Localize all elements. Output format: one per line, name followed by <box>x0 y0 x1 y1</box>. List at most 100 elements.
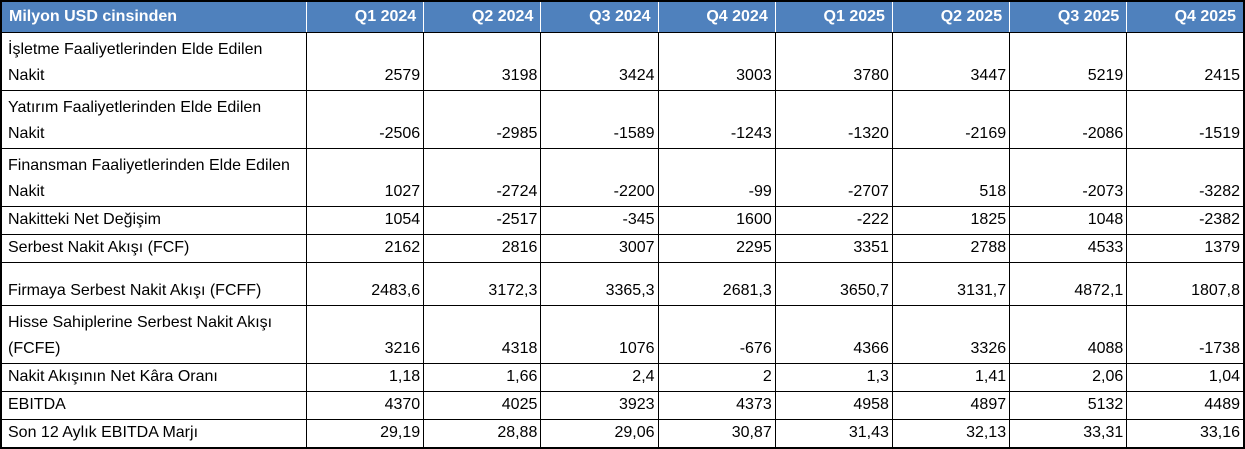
value-cell[interactable]: 1825 <box>891 206 1011 235</box>
value-cell[interactable]: -676 <box>657 305 776 364</box>
value-cell[interactable]: -2382 <box>1126 206 1245 235</box>
value-cell[interactable]: -2200 <box>540 148 659 207</box>
value-cell[interactable]: 2295 <box>657 234 776 263</box>
value-cell[interactable]: 1,41 <box>891 363 1011 392</box>
value-cell[interactable]: 2816 <box>423 234 542 263</box>
value-cell[interactable]: 4370 <box>305 391 425 420</box>
value-cell[interactable]: 32,13 <box>891 419 1011 449</box>
value-cell[interactable]: 1807,8 <box>1126 262 1245 306</box>
value-cell[interactable]: 5132 <box>1009 391 1128 420</box>
value-cell[interactable]: 29,06 <box>540 419 659 449</box>
header-cell-units[interactable]: Milyon USD cinsinden <box>1 1 307 33</box>
value-cell[interactable]: -2073 <box>1009 148 1128 207</box>
value-cell[interactable]: -1738 <box>1126 305 1245 364</box>
value-cell[interactable]: 2788 <box>891 234 1011 263</box>
value-cell[interactable]: -2086 <box>1009 90 1128 149</box>
value-cell[interactable]: 1027 <box>305 148 425 207</box>
row-label-cell[interactable]: İşletme Faaliyetlerinden Elde Edilen Nak… <box>0 32 307 91</box>
value-cell[interactable]: 1379 <box>1126 234 1245 263</box>
value-cell[interactable]: 3650,7 <box>774 262 893 306</box>
value-cell[interactable]: -222 <box>774 206 893 235</box>
value-cell[interactable]: 1048 <box>1009 206 1128 235</box>
value-cell[interactable]: -99 <box>657 148 776 207</box>
value-cell[interactable]: 3131,7 <box>891 262 1011 306</box>
header-cell-q3-2025[interactable]: Q3 2025 <box>1009 1 1128 33</box>
value-cell[interactable]: 3780 <box>774 32 893 91</box>
value-cell[interactable]: 30,87 <box>657 419 776 449</box>
header-cell-q4-2024[interactable]: Q4 2024 <box>658 1 776 33</box>
value-cell[interactable]: 2,4 <box>540 363 659 392</box>
value-cell[interactable]: 2579 <box>305 32 425 91</box>
value-cell[interactable]: 33,31 <box>1009 419 1128 449</box>
value-cell[interactable]: 29,19 <box>305 419 425 449</box>
value-cell[interactable]: 1076 <box>540 305 659 364</box>
value-cell[interactable]: 2162 <box>305 234 425 263</box>
value-cell[interactable]: -1519 <box>1126 90 1245 149</box>
value-cell[interactable]: -345 <box>540 206 659 235</box>
value-cell[interactable]: 3172,3 <box>423 262 542 306</box>
value-cell[interactable]: 31,43 <box>774 419 893 449</box>
value-cell[interactable]: -1589 <box>540 90 659 149</box>
value-cell[interactable]: 1054 <box>305 206 425 235</box>
value-cell[interactable]: 4872,1 <box>1009 262 1128 306</box>
row-label-cell[interactable]: Hisse Sahiplerine Serbest Nakit Akışı (F… <box>0 305 307 364</box>
value-cell[interactable]: 33,16 <box>1126 419 1245 449</box>
header-cell-q1-2024[interactable]: Q1 2024 <box>306 1 425 33</box>
value-cell[interactable]: 1,66 <box>423 363 542 392</box>
header-cell-q2-2025[interactable]: Q2 2025 <box>892 1 1011 33</box>
header-cell-q4-2025[interactable]: Q4 2025 <box>1126 1 1244 33</box>
value-cell[interactable]: 4088 <box>1009 305 1128 364</box>
value-cell[interactable]: 3351 <box>774 234 893 263</box>
value-cell[interactable]: 1,04 <box>1126 363 1245 392</box>
value-cell[interactable]: -2985 <box>423 90 542 149</box>
value-cell[interactable]: 4373 <box>657 391 776 420</box>
row-label-cell[interactable]: Serbest Nakit Akışı (FCF) <box>0 234 307 263</box>
value-cell[interactable]: 2415 <box>1126 32 1245 91</box>
value-cell[interactable]: 28,88 <box>423 419 542 449</box>
value-cell[interactable]: 3198 <box>423 32 542 91</box>
value-cell[interactable]: 4489 <box>1126 391 1245 420</box>
header-cell-q3-2024[interactable]: Q3 2024 <box>540 1 659 33</box>
row-label-cell[interactable]: Finansman Faaliyetlerinden Elde Edilen N… <box>0 148 307 207</box>
row-label-cell[interactable]: Firmaya Serbest Nakit Akışı (FCFF) <box>0 262 307 306</box>
value-cell[interactable]: 3326 <box>891 305 1011 364</box>
value-cell[interactable]: 2,06 <box>1009 363 1128 392</box>
value-cell[interactable]: 4318 <box>423 305 542 364</box>
row-label-cell[interactable]: EBITDA <box>0 391 307 420</box>
row-label-cell[interactable]: Nakit Akışının Net Kâra Oranı <box>0 363 307 392</box>
value-cell[interactable]: 3003 <box>657 32 776 91</box>
value-cell[interactable]: 2483,6 <box>305 262 425 306</box>
header-cell-q2-2024[interactable]: Q2 2024 <box>423 1 542 33</box>
row-label-cell[interactable]: Son 12 Aylık EBITDA Marjı <box>0 419 307 449</box>
header-cell-q1-2025[interactable]: Q1 2025 <box>775 1 893 33</box>
value-cell[interactable]: 2 <box>657 363 776 392</box>
value-cell[interactable]: -2517 <box>423 206 542 235</box>
value-cell[interactable]: 3447 <box>891 32 1011 91</box>
value-cell[interactable]: -2169 <box>891 90 1011 149</box>
value-cell[interactable]: -2724 <box>423 148 542 207</box>
row-label-cell[interactable]: Yatırım Faaliyetlerinden Elde Edilen Nak… <box>0 90 307 149</box>
value-cell[interactable]: 4897 <box>891 391 1011 420</box>
value-cell[interactable]: 4366 <box>774 305 893 364</box>
table-row: Yatırım Faaliyetlerinden Elde Edilen Nak… <box>0 90 1245 149</box>
value-cell[interactable]: 5219 <box>1009 32 1128 91</box>
value-cell[interactable]: 3365,3 <box>540 262 659 306</box>
value-cell[interactable]: -1320 <box>774 90 893 149</box>
value-cell[interactable]: 1,18 <box>305 363 425 392</box>
value-cell[interactable]: -2707 <box>774 148 893 207</box>
value-cell[interactable]: 3424 <box>540 32 659 91</box>
value-cell[interactable]: 1,3 <box>774 363 893 392</box>
row-label-cell[interactable]: Nakitteki Net Değişim <box>0 206 307 235</box>
value-cell[interactable]: 2681,3 <box>657 262 776 306</box>
value-cell[interactable]: -1243 <box>657 90 776 149</box>
value-cell[interactable]: 4025 <box>423 391 542 420</box>
value-cell[interactable]: 3007 <box>540 234 659 263</box>
value-cell[interactable]: 3216 <box>305 305 425 364</box>
value-cell[interactable]: 1600 <box>657 206 776 235</box>
value-cell[interactable]: -3282 <box>1126 148 1245 207</box>
value-cell[interactable]: -2506 <box>305 90 425 149</box>
value-cell[interactable]: 4533 <box>1009 234 1128 263</box>
value-cell[interactable]: 4958 <box>774 391 893 420</box>
value-cell[interactable]: 3923 <box>540 391 659 420</box>
value-cell[interactable]: 518 <box>891 148 1011 207</box>
